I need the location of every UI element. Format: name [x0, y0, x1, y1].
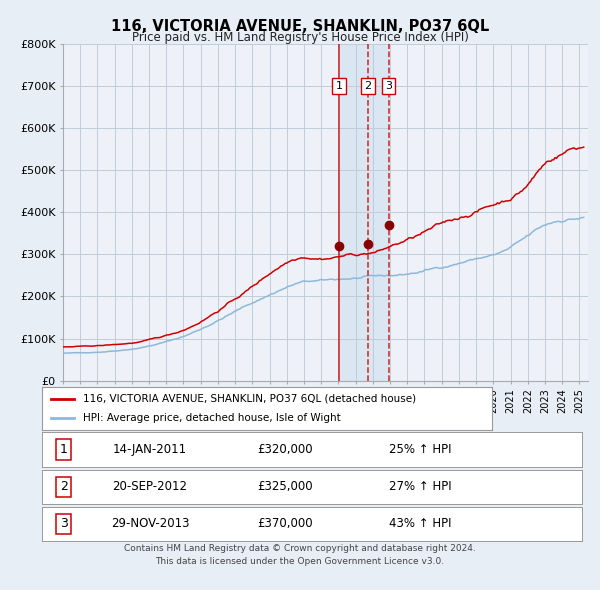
Text: 1: 1 [59, 443, 68, 456]
Text: 3: 3 [59, 517, 68, 530]
Bar [339, 44, 388, 381]
Text: £370,000: £370,000 [257, 517, 313, 530]
Text: 116, VICTORIA AVENUE, SHANKLIN, PO37 6QL: 116, VICTORIA AVENUE, SHANKLIN, PO37 6QL [111, 19, 489, 34]
Text: £320,000: £320,000 [257, 443, 313, 456]
Text: 43% ↑ HPI: 43% ↑ HPI [389, 517, 451, 530]
Text: £325,000: £325,000 [257, 480, 313, 493]
Text: 14-JAN-2011: 14-JAN-2011 [113, 443, 187, 456]
Text: 29-NOV-2013: 29-NOV-2013 [111, 517, 189, 530]
Text: 20-SEP-2012: 20-SEP-2012 [113, 480, 187, 493]
Text: 27% ↑ HPI: 27% ↑ HPI [389, 480, 451, 493]
Text: 2: 2 [364, 81, 371, 91]
Text: Price paid vs. HM Land Registry's House Price Index (HPI): Price paid vs. HM Land Registry's House … [131, 31, 469, 44]
Text: 3: 3 [385, 81, 392, 91]
Text: 1: 1 [335, 81, 343, 91]
Text: HPI: Average price, detached house, Isle of Wight: HPI: Average price, detached house, Isle… [83, 413, 340, 423]
Text: This data is licensed under the Open Government Licence v3.0.: This data is licensed under the Open Gov… [155, 557, 445, 566]
Text: Contains HM Land Registry data © Crown copyright and database right 2024.: Contains HM Land Registry data © Crown c… [124, 544, 476, 553]
Text: 2: 2 [59, 480, 68, 493]
Text: 116, VICTORIA AVENUE, SHANKLIN, PO37 6QL (detached house): 116, VICTORIA AVENUE, SHANKLIN, PO37 6QL… [83, 394, 416, 404]
Text: 25% ↑ HPI: 25% ↑ HPI [389, 443, 451, 456]
